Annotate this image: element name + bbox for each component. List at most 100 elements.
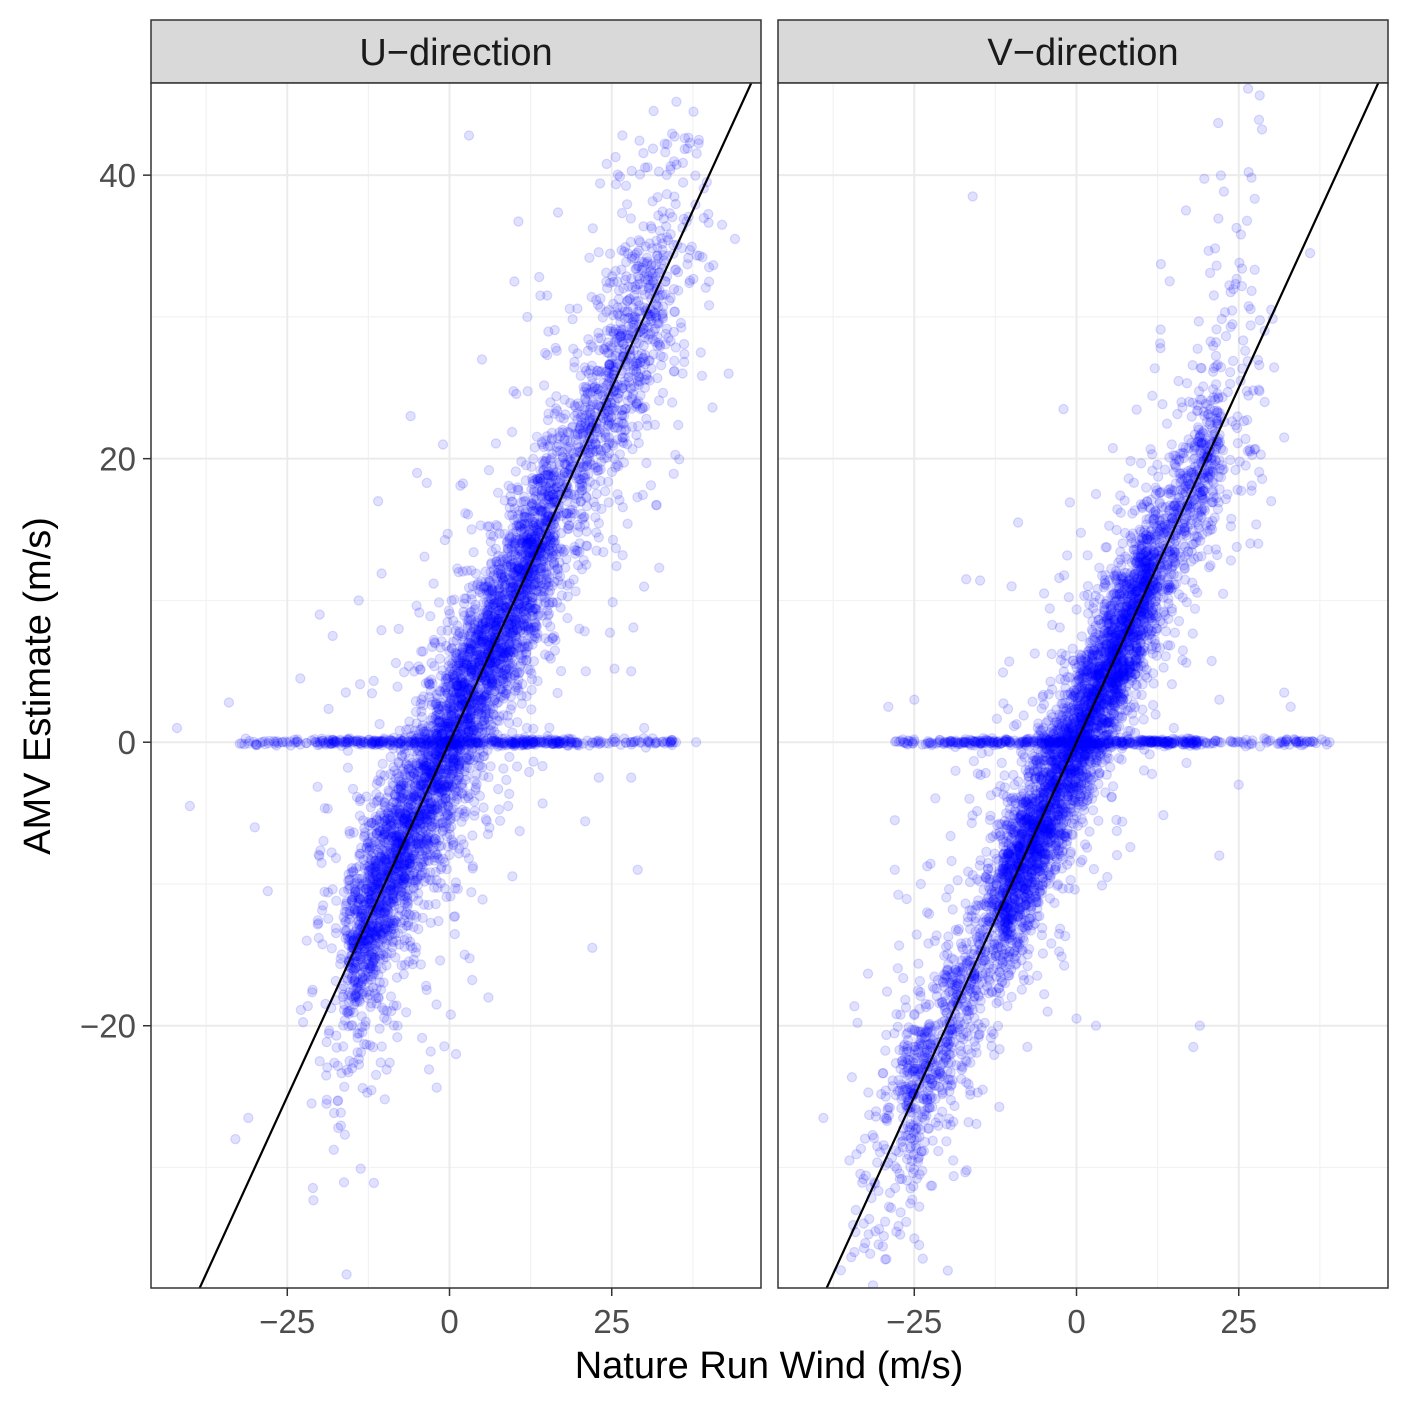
data-point bbox=[617, 404, 628, 416]
data-point bbox=[451, 778, 462, 790]
data-point bbox=[321, 1098, 332, 1110]
data-point bbox=[613, 285, 625, 296]
data-point bbox=[603, 304, 615, 316]
data-point bbox=[400, 879, 411, 890]
data-point bbox=[546, 433, 558, 444]
data-point bbox=[350, 990, 361, 1001]
data-point bbox=[547, 489, 559, 500]
data-point bbox=[545, 477, 556, 488]
data-point bbox=[388, 796, 399, 808]
data-point bbox=[515, 546, 527, 558]
data-point bbox=[402, 790, 414, 801]
data-point bbox=[399, 909, 411, 921]
data-point bbox=[375, 839, 386, 851]
data-point bbox=[370, 820, 381, 831]
data-point bbox=[538, 380, 550, 391]
data-point bbox=[636, 256, 648, 267]
data-point bbox=[385, 843, 396, 854]
data-point bbox=[606, 342, 618, 353]
data-point bbox=[587, 447, 599, 458]
data-point bbox=[637, 489, 649, 501]
data-point bbox=[466, 668, 477, 679]
data-point bbox=[486, 613, 497, 625]
data-point bbox=[511, 667, 523, 678]
data-point bbox=[354, 795, 366, 807]
data-point bbox=[349, 878, 360, 889]
data-point bbox=[552, 687, 563, 699]
data-point bbox=[518, 531, 530, 543]
data-point bbox=[462, 615, 473, 626]
data-point bbox=[371, 926, 383, 937]
data-point bbox=[492, 487, 504, 498]
data-point bbox=[621, 199, 633, 210]
data-point bbox=[507, 658, 518, 669]
data-point bbox=[493, 783, 504, 795]
data-point bbox=[394, 870, 405, 881]
data-point bbox=[632, 279, 644, 290]
data-point bbox=[379, 854, 391, 865]
data-point bbox=[379, 854, 391, 866]
data-point bbox=[357, 974, 368, 985]
data-point bbox=[611, 357, 622, 369]
data-point bbox=[604, 627, 616, 638]
data-point bbox=[386, 847, 397, 858]
data-point bbox=[330, 927, 342, 939]
data-point bbox=[540, 455, 552, 467]
data-point bbox=[534, 271, 545, 283]
data-point bbox=[658, 351, 669, 363]
data-point bbox=[507, 576, 518, 587]
data-point bbox=[306, 1098, 317, 1109]
data-point bbox=[319, 886, 330, 898]
data-point bbox=[354, 873, 365, 885]
data-point bbox=[552, 569, 563, 580]
data-point bbox=[633, 338, 645, 349]
data-point bbox=[550, 565, 561, 576]
data-point bbox=[428, 578, 439, 589]
data-point bbox=[372, 876, 383, 888]
data-point bbox=[531, 586, 542, 597]
data-point bbox=[354, 679, 366, 690]
data-point bbox=[499, 641, 510, 653]
data-point bbox=[526, 704, 537, 715]
data-point bbox=[372, 857, 384, 869]
data-point bbox=[365, 854, 376, 865]
data-point bbox=[510, 614, 522, 625]
data-point bbox=[397, 766, 408, 777]
data-point bbox=[380, 892, 391, 904]
data-point bbox=[436, 817, 448, 828]
data-point bbox=[539, 470, 550, 481]
data-point bbox=[371, 931, 382, 942]
data-point bbox=[556, 527, 567, 539]
data-point bbox=[433, 915, 444, 927]
data-point bbox=[516, 565, 527, 577]
data-point bbox=[366, 920, 378, 931]
data-point bbox=[517, 523, 528, 535]
data-point bbox=[445, 761, 456, 772]
data-point bbox=[430, 699, 441, 711]
data-point bbox=[475, 694, 486, 705]
data-point bbox=[691, 148, 702, 159]
data-point bbox=[631, 263, 642, 274]
data-point bbox=[375, 869, 386, 880]
data-point bbox=[331, 1030, 342, 1041]
data-point bbox=[374, 825, 385, 836]
data-point bbox=[398, 874, 410, 885]
data-point bbox=[622, 518, 633, 530]
data-point bbox=[429, 734, 440, 746]
data-point bbox=[520, 610, 531, 621]
data-point bbox=[604, 437, 615, 448]
data-point bbox=[407, 959, 418, 970]
data-point bbox=[510, 466, 521, 477]
data-point bbox=[426, 657, 437, 669]
data-point bbox=[464, 643, 475, 654]
data-point bbox=[403, 763, 414, 775]
data-point bbox=[564, 427, 575, 438]
data-point bbox=[530, 575, 541, 587]
data-point bbox=[385, 991, 397, 1002]
data-point bbox=[433, 597, 445, 608]
data-point bbox=[653, 301, 664, 313]
data-point bbox=[496, 663, 507, 674]
data-point bbox=[610, 422, 621, 434]
data-point bbox=[565, 437, 576, 448]
data-point bbox=[457, 664, 468, 675]
